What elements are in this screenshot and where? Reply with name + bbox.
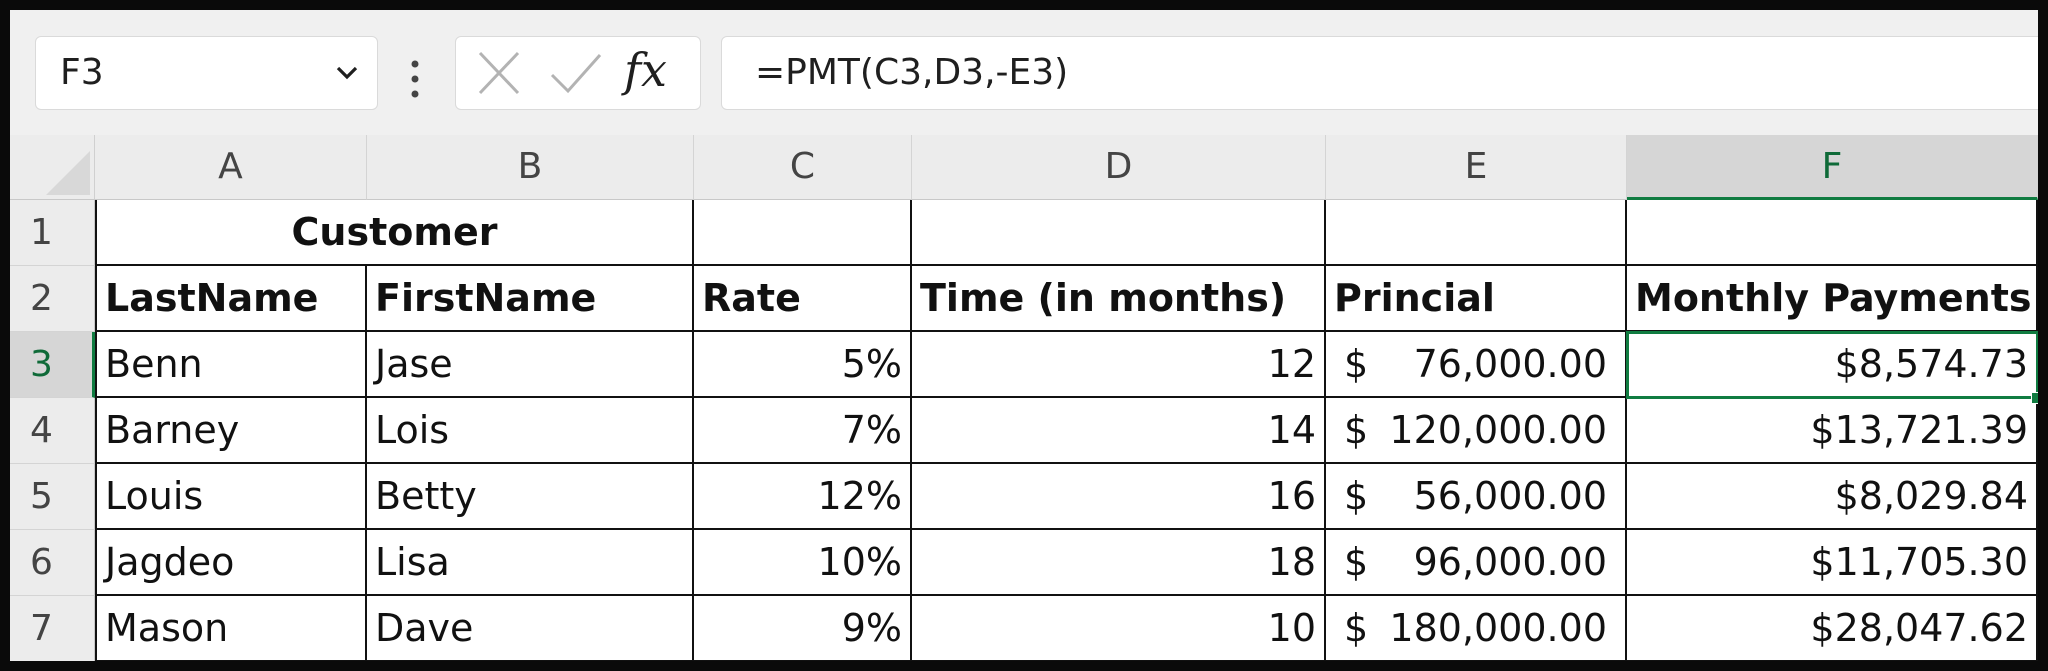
cell-c7[interactable]: 9% — [694, 596, 912, 661]
cell-c4[interactable]: 7% — [694, 398, 912, 464]
select-all-button[interactable] — [10, 135, 95, 200]
header-cell-rate[interactable]: Rate — [694, 266, 912, 332]
row-header-2[interactable]: 2 — [10, 266, 95, 332]
currency-symbol: $ — [1344, 342, 1369, 386]
column-header-a[interactable]: A — [95, 135, 367, 200]
cell-e6[interactable]: $ 96,000.00 — [1326, 530, 1627, 596]
cell-e3[interactable]: $ 76,000.00 — [1326, 332, 1627, 398]
cell-c6[interactable]: 10% — [694, 530, 912, 596]
cell-d3[interactable]: 12 — [912, 332, 1326, 398]
cell-b5[interactable]: Betty — [367, 464, 694, 530]
row-header-4[interactable]: 4 — [10, 398, 95, 464]
cell-e1[interactable] — [1326, 200, 1627, 266]
header-cell-firstname[interactable]: FirstName — [367, 266, 694, 332]
currency-symbol: $ — [1344, 474, 1369, 518]
row-header-7[interactable]: 7 — [10, 596, 95, 661]
currency-symbol: $ — [1344, 408, 1369, 452]
cell-b6[interactable]: Lisa — [367, 530, 694, 596]
cell-d5[interactable]: 16 — [912, 464, 1326, 530]
header-cell-lastname[interactable]: LastName — [95, 266, 367, 332]
cell-a4[interactable]: Barney — [95, 398, 367, 464]
cell-f4[interactable]: $13,721.39 — [1627, 398, 2038, 464]
cell-c5[interactable]: 12% — [694, 464, 912, 530]
column-header-e[interactable]: E — [1326, 135, 1627, 200]
cell-a7[interactable]: Mason — [95, 596, 367, 661]
formula-actions: fx — [455, 36, 701, 110]
cell-f7[interactable]: $28,047.62 — [1627, 596, 2038, 661]
cell-e5[interactable]: $ 56,000.00 — [1326, 464, 1627, 530]
name-box-value: F3 — [60, 52, 104, 93]
column-header-c[interactable]: C — [694, 135, 912, 200]
row-header-1[interactable]: 1 — [10, 200, 95, 266]
customer-title-cell[interactable]: Customer — [95, 200, 694, 266]
cell-b7[interactable]: Dave — [367, 596, 694, 661]
currency-symbol: $ — [1344, 540, 1369, 584]
principal-value: 76,000.00 — [1413, 342, 1607, 386]
cell-c1[interactable] — [694, 200, 912, 266]
cell-e7[interactable]: $ 180,000.00 — [1326, 596, 1627, 661]
cell-b3[interactable]: Jase — [367, 332, 694, 398]
principal-value: 96,000.00 — [1413, 540, 1607, 584]
header-cell-principal[interactable]: Princial — [1326, 266, 1627, 332]
formula-bar: F3 fx =PMT(C3,D3,-E3) — [10, 10, 2038, 135]
cell-a3[interactable]: Benn — [95, 332, 367, 398]
cell-b4[interactable]: Lois — [367, 398, 694, 464]
cell-f6[interactable]: $11,705.30 — [1627, 530, 2038, 596]
cell-a6[interactable]: Jagdeo — [95, 530, 367, 596]
fill-handle[interactable] — [2031, 392, 2038, 404]
header-cell-monthly-payments[interactable]: Monthly Payments — [1627, 266, 2038, 332]
cell-d4[interactable]: 14 — [912, 398, 1326, 464]
formula-input[interactable]: =PMT(C3,D3,-E3) — [721, 36, 2038, 110]
more-options-icon[interactable] — [410, 58, 420, 100]
name-box[interactable]: F3 — [35, 36, 378, 110]
principal-value: 56,000.00 — [1413, 474, 1607, 518]
cell-d7[interactable]: 10 — [912, 596, 1326, 661]
column-header-b[interactable]: B — [367, 135, 694, 200]
check-icon[interactable] — [548, 37, 604, 109]
cell-f3[interactable]: $8,574.73 — [1627, 332, 2038, 398]
cell-c3[interactable]: 5% — [694, 332, 912, 398]
column-header-d[interactable]: D — [912, 135, 1326, 200]
column-header-f[interactable]: F — [1627, 135, 2038, 200]
cell-a5[interactable]: Louis — [95, 464, 367, 530]
cell-d1[interactable] — [912, 200, 1326, 266]
select-all-triangle-icon — [46, 151, 90, 195]
currency-symbol: $ — [1344, 606, 1369, 650]
cell-f5[interactable]: $8,029.84 — [1627, 464, 2038, 530]
cancel-icon[interactable] — [474, 37, 524, 109]
row-header-3[interactable]: 3 — [10, 332, 95, 398]
row-header-6[interactable]: 6 — [10, 530, 95, 596]
chevron-down-icon[interactable] — [335, 63, 359, 83]
row-header-5[interactable]: 5 — [10, 464, 95, 530]
cell-d6[interactable]: 18 — [912, 530, 1326, 596]
cell-e4[interactable]: $ 120,000.00 — [1326, 398, 1627, 464]
header-cell-time[interactable]: Time (in months) — [912, 266, 1326, 332]
principal-value: 180,000.00 — [1389, 606, 1607, 650]
cell-f1[interactable] — [1627, 200, 2038, 266]
principal-value: 120,000.00 — [1389, 408, 1607, 452]
insert-function-button[interactable]: fx — [624, 43, 667, 97]
formula-text: =PMT(C3,D3,-E3) — [755, 52, 1069, 93]
worksheet-grid: A B C D E F 1 2 3 4 5 6 7 Customer LastN… — [10, 135, 2038, 661]
